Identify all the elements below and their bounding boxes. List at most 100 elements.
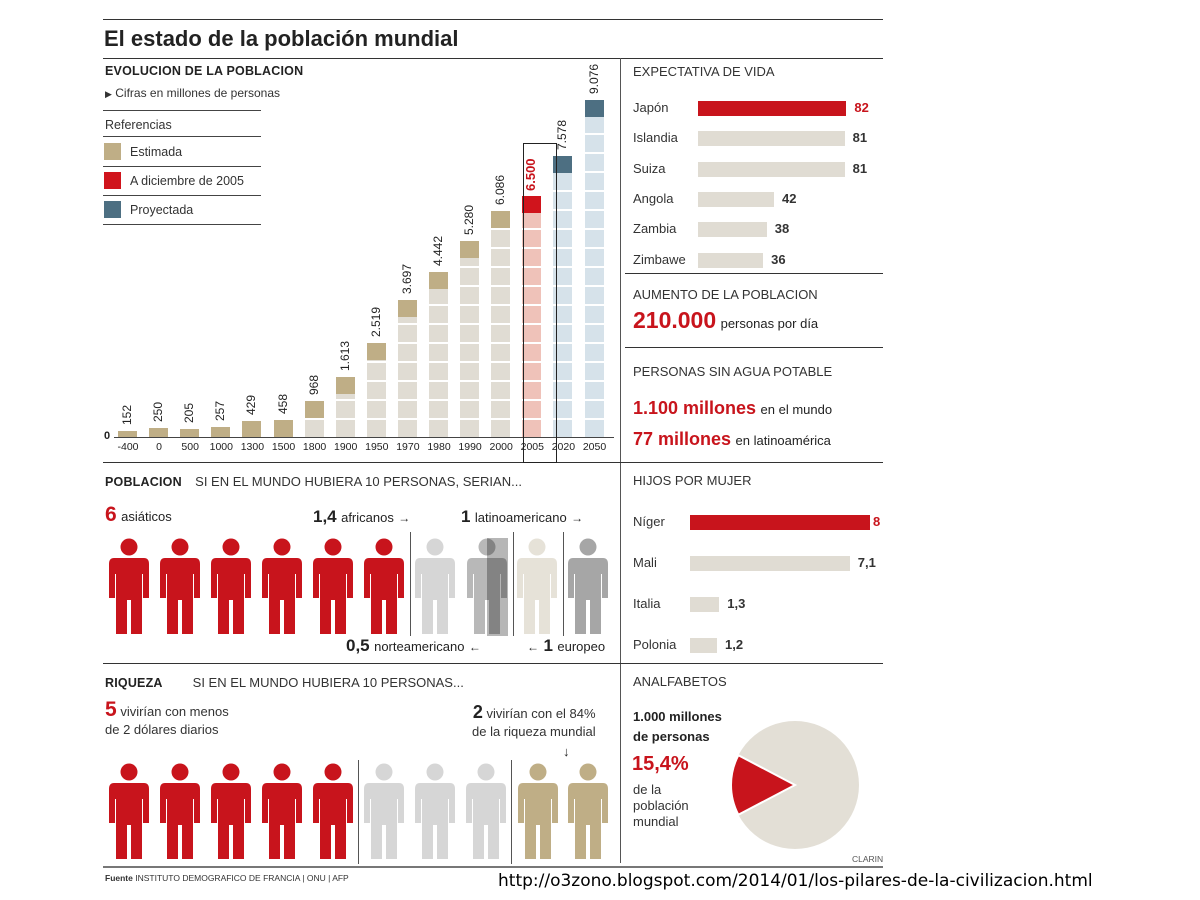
bar-2020: [553, 155, 573, 437]
credit: CLARIN: [852, 854, 884, 864]
agua-heading: PERSONAS SIN AGUA POTABLE: [633, 364, 833, 379]
rule: [103, 110, 261, 111]
person-icon: [108, 763, 150, 866]
bar-1990: [460, 240, 480, 437]
country-label: Mali: [633, 555, 657, 570]
europe-label: ← 1 europeo: [527, 636, 605, 656]
person-icon: [159, 763, 201, 866]
text: asiáticos: [121, 509, 172, 524]
bar-cap--400: [118, 431, 137, 437]
bar-cap-1980: [429, 272, 448, 290]
bar-value-label: 152: [120, 405, 134, 426]
source-url[interactable]: http://o3zono.blogspot.com/2014/01/los-p…: [498, 871, 1093, 891]
agua-value: 77 millones: [633, 429, 732, 449]
x-tick-label: 1900: [334, 441, 358, 453]
legend-swatch: [104, 172, 121, 189]
agua-value: 1.100 millones: [633, 398, 757, 418]
bar-cap-1300: [242, 421, 262, 437]
rule: [103, 462, 883, 463]
x-tick-label: 1980: [427, 441, 451, 453]
x-tick-label: 1800: [302, 441, 327, 453]
asia-label: 6 asiáticos: [105, 503, 172, 527]
agua-text: en latinoamérica: [735, 433, 831, 448]
heading-sub: SI EN EL MUNDO HUBIERA 10 PERSONAS, SERI…: [195, 474, 522, 489]
count: 1: [543, 636, 553, 655]
x-tick-label: -400: [117, 441, 139, 453]
person-icon: [363, 763, 405, 866]
agua-stat-latam: 77 millones en latinoamérica: [633, 429, 831, 450]
fertility-value: 1,2: [725, 637, 744, 652]
legend-label: Proyectada: [130, 203, 194, 217]
arrow-down-icon: ↓: [563, 744, 570, 759]
text: de 2 dólares diarios: [105, 722, 219, 737]
bar-value-label: 5.280: [462, 204, 477, 235]
arrow-icon: ←: [468, 640, 481, 654]
rich-label: 2 vivirían con el 84% de la riqueza mundi…: [472, 703, 596, 741]
bar-value-label: 6.086: [493, 174, 508, 206]
fertility-value: 7,1: [857, 555, 876, 570]
legend-label: A diciembre de 2005: [130, 174, 244, 188]
page-title: El estado de la población mundial: [104, 26, 459, 51]
riqueza-heading: RIQUEZA SI EN EL MUNDO HUBIERA 10 PERSONA…: [105, 674, 464, 692]
rule: [103, 58, 883, 59]
x-tick-label: 2000: [489, 441, 513, 453]
heading-sub: SI EN EL MUNDO HUBIERA 10 PERSONAS...: [192, 675, 464, 690]
bar-2005: [522, 195, 542, 437]
person-icon: [261, 763, 303, 866]
x-tick-label: 2020: [551, 441, 576, 453]
bar-cap-1000: [211, 427, 231, 437]
bar-value-label: 7.578: [555, 119, 570, 150]
x-tick-label: 0: [156, 441, 163, 453]
count: 6: [105, 503, 117, 526]
x-tick-label: 1500: [271, 441, 296, 453]
text: latinoamericano: [474, 510, 567, 525]
analfabetos-heading: ANALFABETOS: [633, 674, 727, 689]
person-icon: [466, 538, 508, 641]
rule: [103, 866, 883, 868]
rule: [103, 136, 261, 137]
poor-label: 5 vivirían con menos de 2 dólares diarios: [105, 699, 229, 739]
highlight-2005-box: [523, 143, 557, 463]
divider: [563, 532, 564, 636]
expectativa-heading: EXPECTATIVA DE VIDA: [633, 64, 775, 79]
analfabetos-count: 1.000 millones de personas: [633, 707, 722, 747]
bar-2000: [491, 211, 511, 437]
bar-cap-2000: [491, 211, 511, 229]
bar-1980: [429, 272, 448, 437]
divider: [513, 532, 514, 636]
x-tick-label: 1300: [240, 441, 265, 453]
rule: [103, 195, 261, 196]
life-bar-Zambia: [698, 222, 767, 238]
bar-value-label: 3.697: [399, 263, 414, 294]
country-label: Níger: [633, 514, 665, 529]
bar-cap-1970: [397, 299, 417, 317]
life-value: 38: [774, 221, 790, 237]
northamerica-label: 0,5 norteamericano ←: [346, 636, 481, 656]
poblacion-heading: POBLACION SI EN EL MUNDO HUBIERA 10 PERS…: [105, 473, 522, 491]
bar-cap-2050: [584, 100, 604, 117]
pie-slice-illiterate: [730, 753, 798, 817]
arrow-icon: →: [398, 511, 411, 525]
footer-sources: Fuente INSTITUTO DEMOGRAFICO DE FRANCIA …: [105, 873, 349, 883]
analfabetos-percent: 15,4%: [632, 753, 689, 775]
country-label: Angola: [633, 190, 674, 206]
text: vivirían con menos: [120, 704, 229, 719]
person-icon: [210, 763, 252, 866]
text: africanos: [341, 510, 394, 525]
divider: [358, 760, 359, 864]
person-icon: [312, 538, 354, 641]
rule: [103, 663, 883, 664]
bar-value-label: 968: [306, 375, 321, 396]
bar-value-label: 9.076: [586, 63, 601, 94]
person-icon: [363, 538, 405, 641]
rule: [625, 347, 883, 348]
bar-cap-1900: [335, 377, 355, 395]
bar-2050: [584, 100, 604, 437]
agua-text: en el mundo: [760, 402, 833, 417]
count: 1: [461, 507, 471, 526]
bar-value-label: 429: [244, 395, 259, 416]
divider: [410, 532, 411, 636]
person-icon: [567, 763, 609, 866]
life-bar-Japón: [698, 101, 847, 116]
bar-value-label: 2.519: [368, 307, 383, 338]
